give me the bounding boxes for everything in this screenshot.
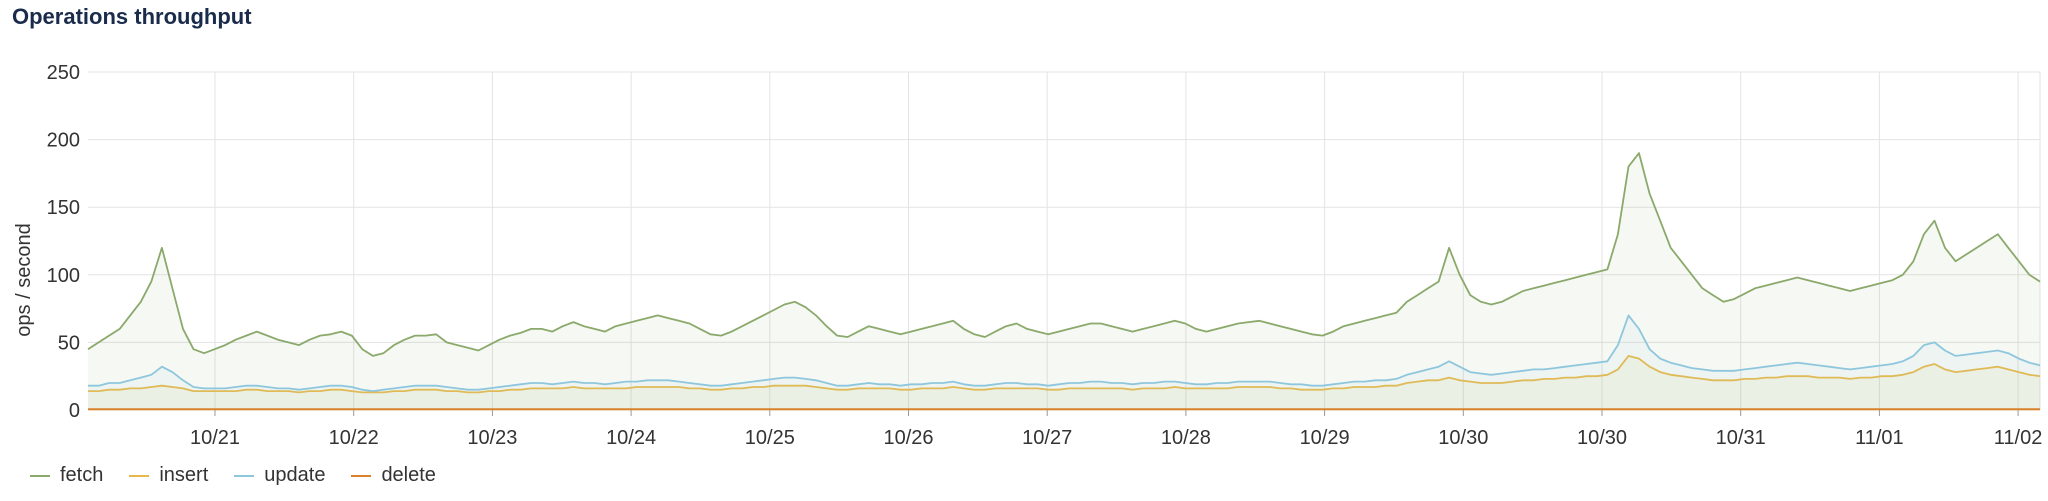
series-line-insert [88,355,2041,394]
y-tick-label: 250 [47,62,80,84]
legend-label: fetch [60,464,104,486]
y-axis-label: ops / second [13,223,35,336]
x-tick-label: 10/25 [745,427,795,449]
series-line-fetch [87,152,2041,357]
y-tick-label: 200 [47,130,80,152]
series-area-fetch [88,153,2040,410]
series-line-update [88,314,2041,392]
chart-title: Operations throughput [12,4,252,29]
y-tick-label: 150 [47,197,80,219]
x-tick-label: 10/31 [1716,427,1766,449]
x-tick-label: 10/30 [1438,427,1488,449]
legend-label: update [264,464,326,486]
x-tick-label: 11/02 [1994,427,2043,449]
y-tick-label: 50 [58,332,80,354]
x-tick-label: 11/01 [1855,427,1904,449]
legend-swatch [234,474,255,477]
x-tick-label: 10/28 [1161,427,1211,449]
chart-grid [88,71,2041,411]
x-tick-label: 10/30 [1577,427,1627,449]
legend-label: insert [159,464,209,486]
x-tick-label: 10/24 [606,427,656,449]
legend-item-delete[interactable]: delete [351,464,436,487]
legend-item-fetch[interactable]: fetch [30,464,103,487]
series-group [87,152,2041,411]
legend-item-update[interactable]: update [234,464,325,487]
x-tick-label: 10/23 [467,427,517,449]
x-tick-label: 10/21 [190,427,240,449]
chart-legend: fetch insert update delete [30,464,436,487]
x-tick-label: 10/27 [1022,427,1072,449]
y-tick-label: 100 [47,265,80,287]
series-area-insert [88,355,2040,410]
x-tick-label: 10/26 [883,427,933,449]
series-area-update [88,315,2040,410]
legend-swatch [30,474,50,477]
legend-item-insert[interactable]: insert [129,464,208,487]
x-tick-label: 10/29 [1300,427,1350,449]
y-axis-ticks: 0 50 100 150 200 250 [47,62,80,422]
x-tick-label: 10/22 [329,427,379,449]
legend-swatch [129,474,150,477]
y-tick-label: 0 [69,400,80,422]
legend-label: delete [381,464,436,486]
legend-swatch [351,474,372,477]
x-axis-ticks: 10/21 10/22 10/23 10/24 10/25 10/26 10/27 10/28… [190,410,2042,449]
